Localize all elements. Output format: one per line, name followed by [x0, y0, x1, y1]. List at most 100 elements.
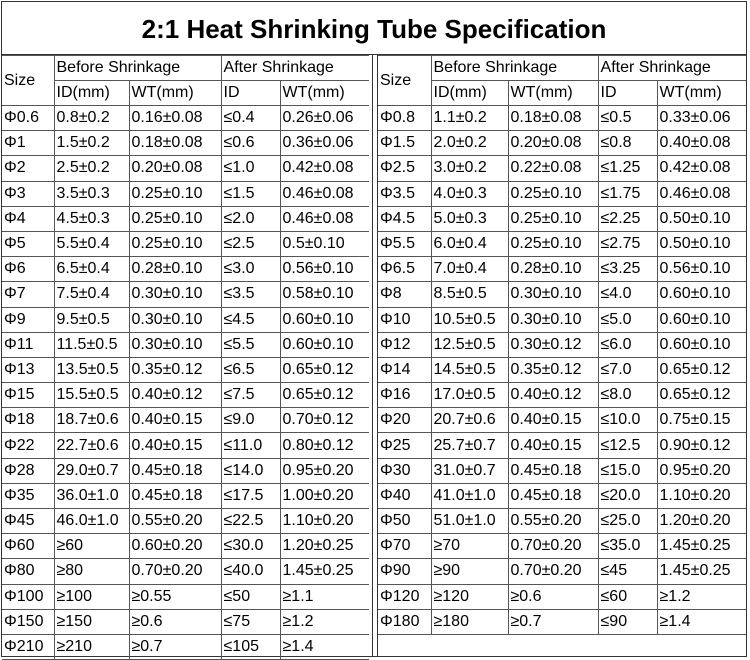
- cell: ≤4.0: [597, 281, 658, 308]
- cell: ≤7.0: [597, 356, 658, 384]
- cell: Φ1.5: [378, 130, 432, 157]
- cell: ≤25.0: [597, 507, 658, 535]
- cell: 0.20±0.08: [128, 155, 222, 182]
- cell: 0.25±0.10: [128, 205, 222, 232]
- cell: 1.45±0.25: [656, 558, 747, 585]
- cell: Φ8: [378, 281, 432, 308]
- cell: Φ3: [2, 180, 55, 207]
- data-row: Φ3 3.5±0.3 0.25±0.10 ≤1.5 0.46±0.08: [2, 180, 370, 207]
- cell: 0.22±0.08: [507, 155, 599, 182]
- cell: 1.1±0.2: [430, 104, 509, 132]
- cell: 0.40±0.08: [656, 130, 747, 157]
- cell: Φ50: [378, 507, 432, 535]
- cell: Φ5.5: [378, 230, 432, 258]
- cell: 1.00±0.20: [279, 482, 370, 510]
- cell: Φ0.6: [2, 104, 55, 132]
- cell: ≤6.0: [597, 331, 658, 358]
- header-row: ID(mm) WT(mm) ID WT(mm): [378, 80, 747, 106]
- cell: Φ10: [378, 306, 432, 333]
- cell: 4.0±0.3: [430, 180, 509, 207]
- cell: 0.60±0.10: [656, 306, 747, 333]
- cell: ≥80: [53, 558, 130, 585]
- cell: ≥1.2: [656, 583, 747, 610]
- cell: ≥1.2: [279, 608, 370, 635]
- data-row: Φ5 5.5±0.4 0.25±0.10 ≤2.5 0.5±0.10: [2, 230, 370, 258]
- cell: 0.56±0.10: [279, 256, 370, 283]
- data-row: Φ35 36.0±1.0 0.45±0.18 ≤17.5 1.00±0.20: [2, 482, 370, 510]
- size-header: Size: [2, 55, 55, 106]
- data-row: Φ13 13.5±0.5 0.35±0.12 ≤6.5 0.65±0.12: [2, 356, 370, 384]
- cell: ≥100: [53, 583, 130, 610]
- cell: 1.45±0.25: [279, 558, 370, 585]
- cell: 0.60±0.20: [128, 533, 222, 560]
- cell: Φ120: [378, 583, 432, 610]
- cell: ≤35.0: [597, 533, 658, 560]
- cell: 5.0±0.3: [430, 205, 509, 232]
- data-row: Φ10 10.5±0.5 0.30±0.10 ≤5.0 0.60±0.10: [378, 306, 747, 333]
- cell: ≤40.0: [220, 558, 281, 585]
- cell: ≤10.0: [597, 407, 658, 434]
- left-table-area: Size Before Shrinkage After Shrinkage ID(mm…: [2, 55, 373, 660]
- cell: 46.0±1.0: [53, 507, 130, 535]
- data-row: Φ7 7.5±0.4 0.30±0.10 ≤3.5 0.58±0.10: [2, 281, 370, 308]
- cell: 31.0±0.7: [430, 457, 509, 484]
- cell: 0.95±0.20: [279, 457, 370, 484]
- cell: 41.0±1.0: [430, 482, 509, 510]
- cell: ≤90: [597, 608, 658, 635]
- cell: 1.10±0.20: [279, 507, 370, 535]
- data-row: Φ15 15.5±0.5 0.40±0.12 ≤7.5 0.65±0.12: [2, 382, 370, 409]
- cell: Φ25: [378, 432, 432, 459]
- cell: 0.18±0.08: [128, 130, 222, 157]
- cell: ≤15.0: [597, 457, 658, 484]
- cell: Φ70: [378, 533, 432, 560]
- cell: 0.56±0.10: [656, 256, 747, 283]
- header-row: Size Before Shrinkage After Shrinkage: [2, 55, 370, 106]
- cell: ≤30.0: [220, 533, 281, 560]
- cell: 0.40±0.15: [507, 407, 599, 434]
- cell: ≥150: [53, 608, 130, 635]
- cell: Φ35: [2, 482, 55, 510]
- cell: ≤6.5: [220, 356, 281, 384]
- cell: 0.55±0.20: [507, 507, 599, 535]
- column-header: WT(mm): [507, 80, 599, 106]
- cell: 13.5±0.5: [53, 356, 130, 384]
- cell: Φ14: [378, 356, 432, 384]
- cell: ≤5.5: [220, 331, 281, 358]
- cell: ≥1.4: [656, 608, 747, 635]
- data-row: Φ60 ≥60 0.60±0.20 ≤30.0 1.20±0.25: [2, 533, 370, 560]
- cell: ≥180: [430, 608, 509, 635]
- cell: ≤0.8: [597, 130, 658, 157]
- cell: ≤7.5: [220, 382, 281, 409]
- header-row: ID(mm) WT(mm) ID WT(mm): [2, 80, 370, 106]
- cell: 25.7±0.7: [430, 432, 509, 459]
- cell: 15.5±0.5: [53, 382, 130, 409]
- header-row: Size Before Shrinkage After Shrinkage: [378, 55, 747, 106]
- cell: Φ7: [2, 281, 55, 308]
- cell: 0.42±0.08: [279, 155, 370, 182]
- cell: ≤3.5: [220, 281, 281, 308]
- group-header: After Shrinkage: [597, 55, 747, 81]
- cell: 0.26±0.06: [279, 104, 370, 132]
- cell: ≥60: [53, 533, 130, 560]
- data-row: Φ4.5 5.0±0.3 0.25±0.10 ≤2.25 0.50±0.10: [378, 205, 747, 232]
- data-row: Φ50 51.0±1.0 0.55±0.20 ≤25.0 1.20±0.20: [378, 507, 747, 535]
- spec-table: Size Before Shrinkage After Shrinkage ID(mm…: [378, 55, 747, 635]
- cell: 1.45±0.25: [656, 533, 747, 560]
- cell: ≤9.0: [220, 407, 281, 434]
- cell: Φ15: [2, 382, 55, 409]
- cell: 0.40±0.15: [128, 407, 222, 434]
- cell: 22.7±0.6: [53, 432, 130, 459]
- cell: 5.5±0.4: [53, 230, 130, 258]
- cell: 0.70±0.12: [279, 407, 370, 434]
- cell: 0.46±0.08: [656, 180, 747, 207]
- data-row: Φ0.8 1.1±0.2 0.18±0.08 ≤0.5 0.33±0.06: [378, 104, 747, 132]
- size-header: Size: [378, 55, 432, 106]
- data-row: Φ210 ≥210 ≥0.7 ≤105 ≥1.4: [2, 633, 370, 660]
- cell: 0.35±0.12: [128, 356, 222, 384]
- cell: 0.33±0.06: [656, 104, 747, 132]
- cell: 7.5±0.4: [53, 281, 130, 308]
- cell: ≤3.0: [220, 256, 281, 283]
- data-row: Φ6 6.5±0.4 0.28±0.10 ≤3.0 0.56±0.10: [2, 256, 370, 283]
- cell: 10.5±0.5: [430, 306, 509, 333]
